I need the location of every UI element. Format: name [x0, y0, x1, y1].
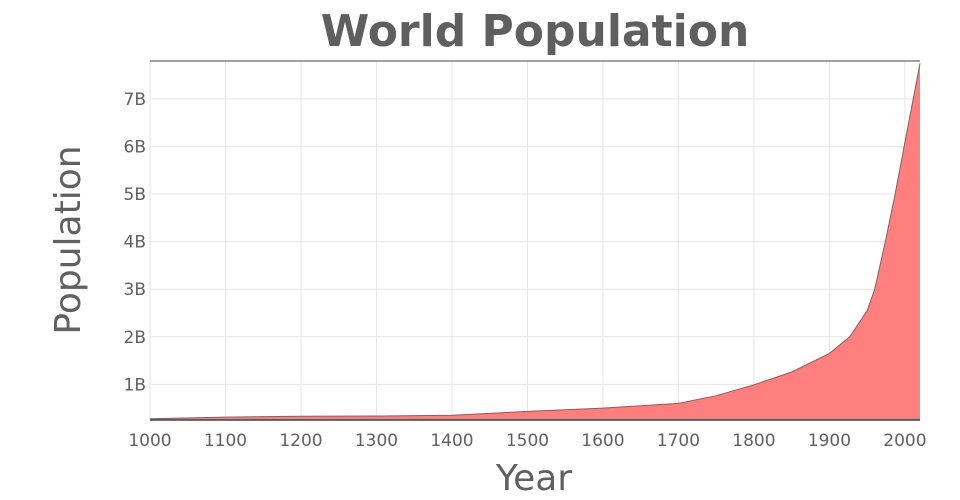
y-tick-label: 7B: [124, 90, 146, 110]
y-tick-labels: 1B 2B 3B 4B 5B 6B 7B: [124, 90, 146, 395]
x-tick-label: 1600: [581, 431, 624, 451]
chart-title: World Population: [321, 6, 750, 57]
y-tick-label: 1B: [124, 375, 146, 395]
y-axis-title: Population: [48, 145, 89, 334]
x-tick-labels: 1000 1100 1200 1300 1400 1500 1600 1700 1800 1900…: [128, 431, 926, 451]
x-tick-label: 1300: [355, 431, 398, 451]
x-tick-label: 2000: [883, 431, 926, 451]
population-line: [149, 63, 921, 420]
x-tick-label: 1100: [204, 431, 247, 451]
x-tick-label: 1400: [430, 431, 473, 451]
x-tick-label: 1000: [128, 431, 171, 451]
x-tick-label: 1900: [808, 431, 851, 451]
y-tick-label: 5B: [124, 185, 146, 205]
grid-lines: [149, 61, 920, 420]
y-tick-label: 4B: [124, 233, 146, 253]
y-tick-label: 2B: [124, 328, 146, 348]
population-area: [150, 63, 920, 421]
x-tick-label: 1800: [732, 431, 775, 451]
x-tick-label: 1200: [279, 431, 322, 451]
x-axis-title: Year: [495, 458, 572, 499]
x-tick-label: 1700: [657, 431, 700, 451]
x-tick-label: 1500: [506, 431, 549, 451]
y-tick-label: 6B: [124, 138, 146, 158]
y-tick-label: 3B: [124, 280, 146, 300]
